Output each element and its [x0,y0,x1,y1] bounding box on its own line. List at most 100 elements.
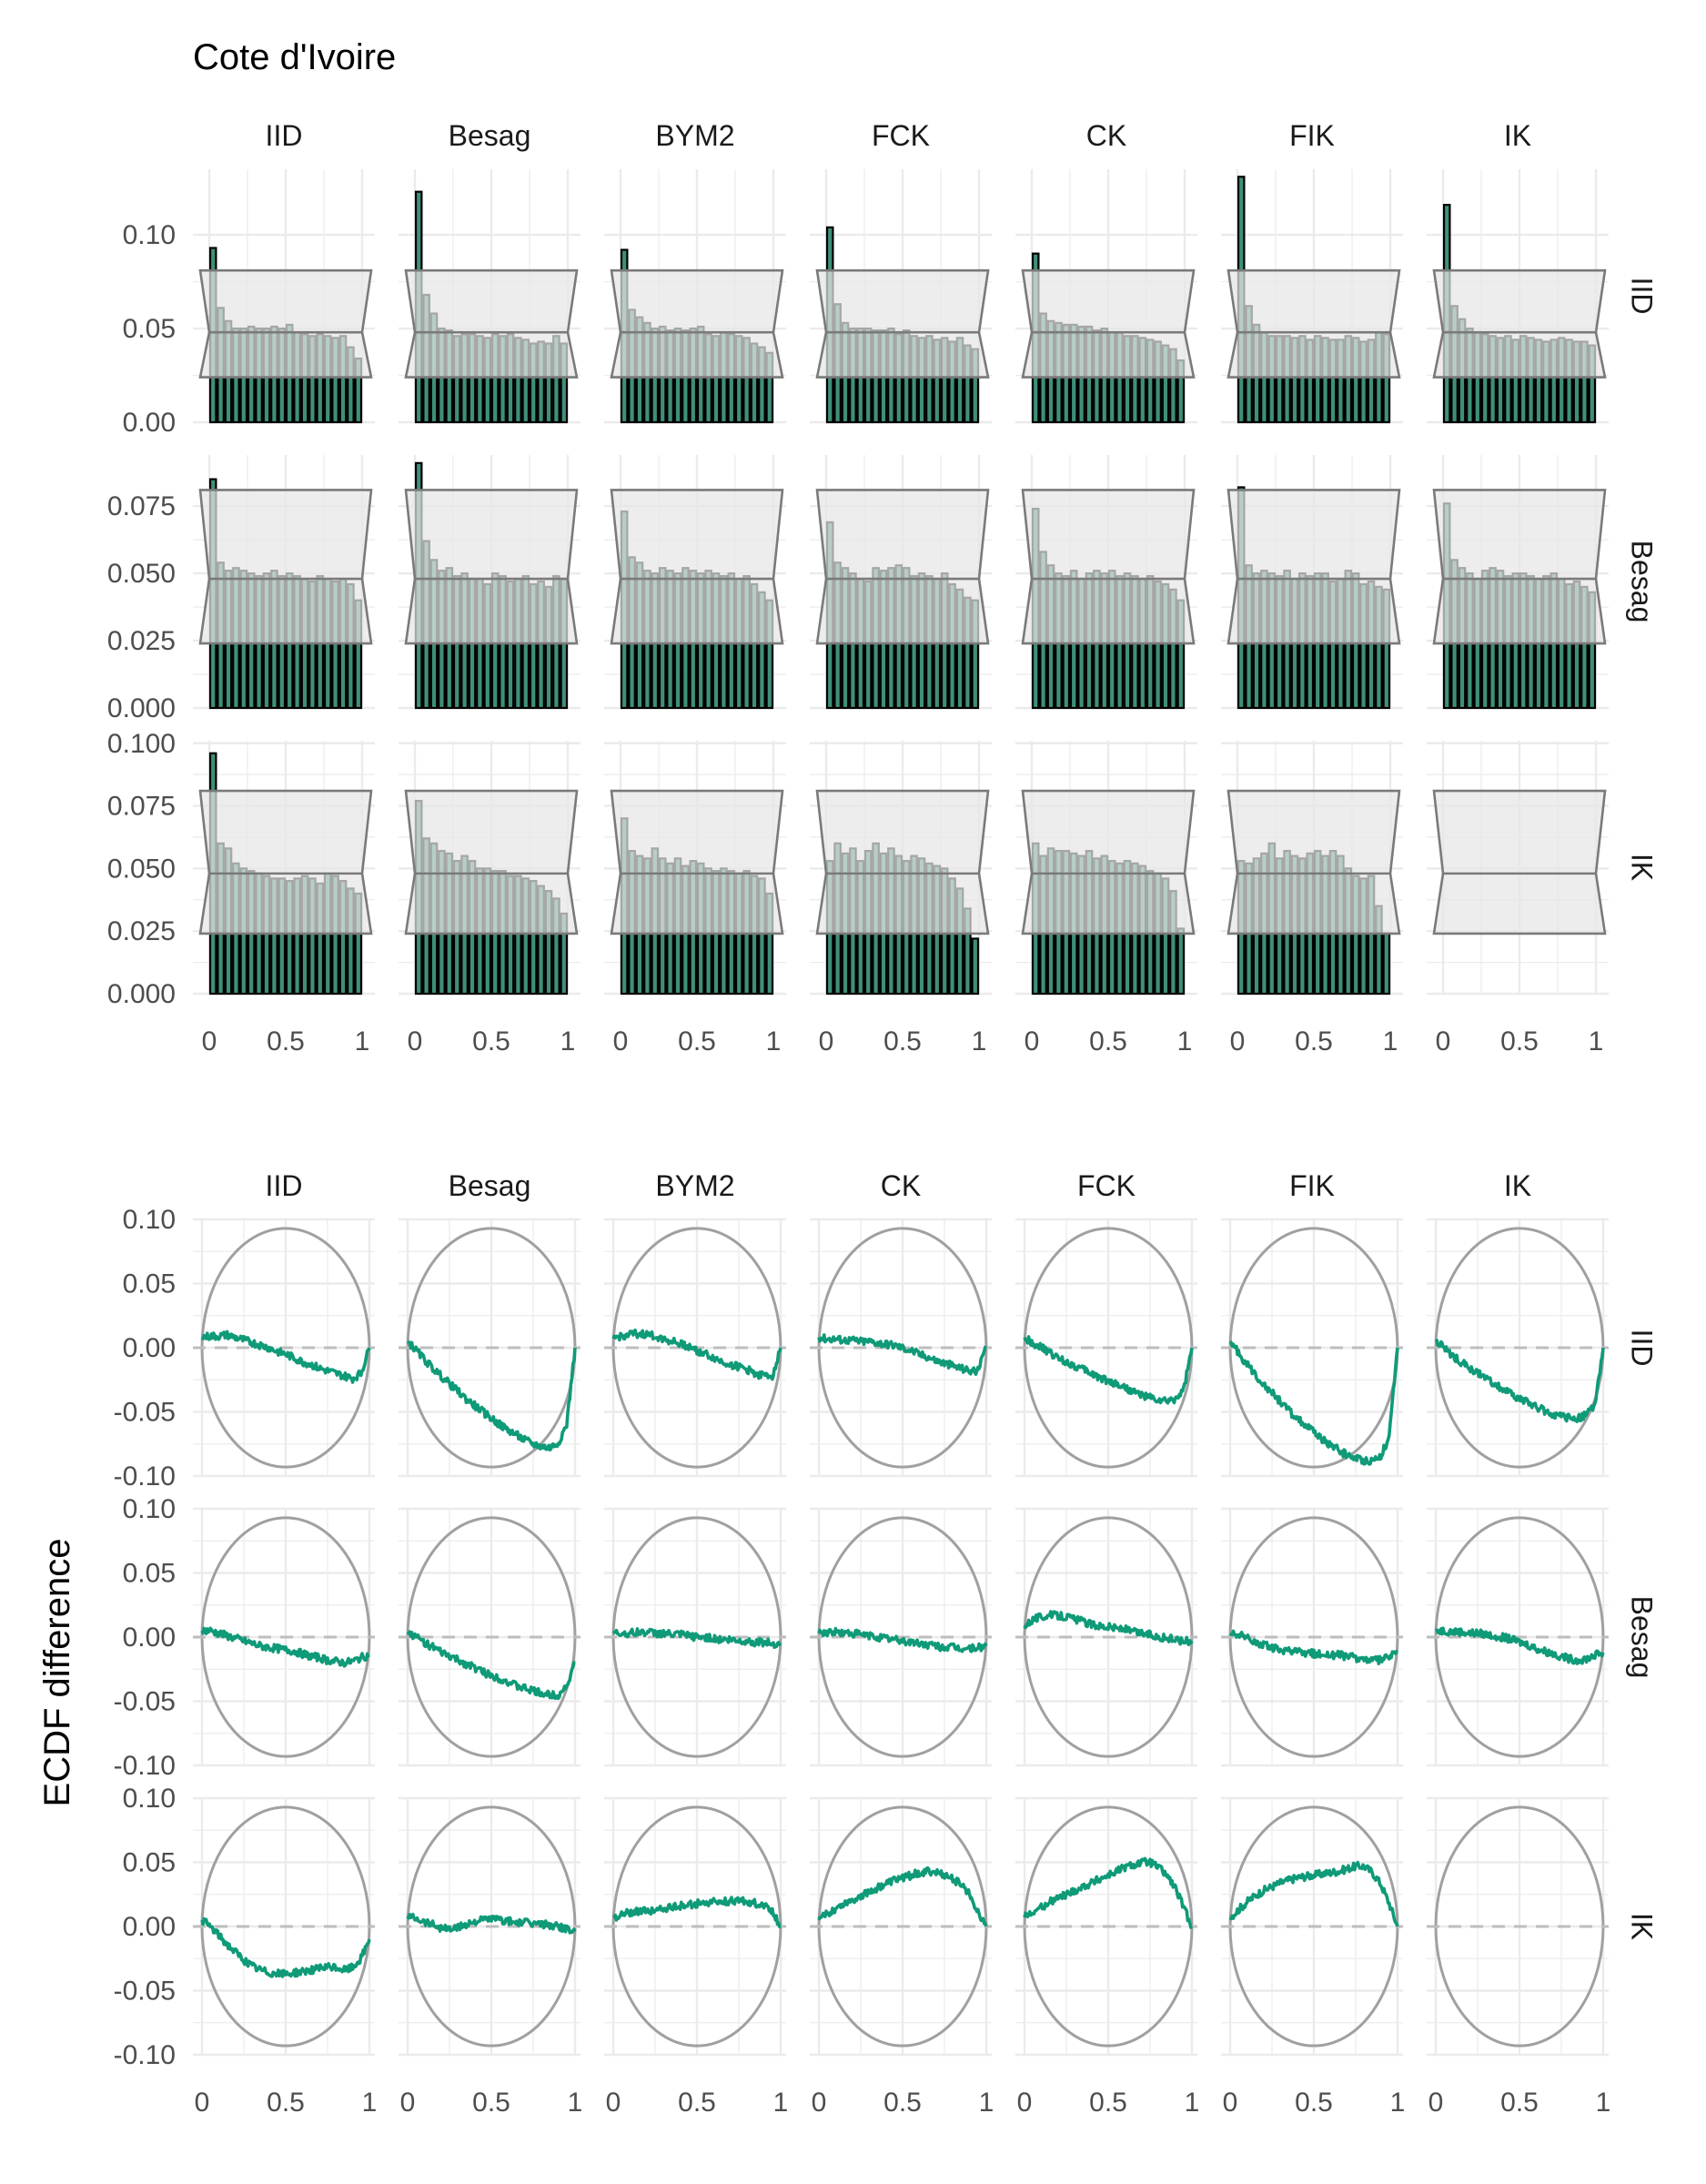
ecdf-line-besag-fik [1228,1629,1398,1665]
ecdf-col-strip-fck: FCK [1077,1169,1136,1202]
ecdf-line-iid-ik [1434,1339,1605,1423]
hist-panel-besag-bym2 [604,455,786,710]
hist-panel-iid-fck [810,169,992,424]
hist-row-strip-ik: IK [1626,854,1659,881]
hist-panel-iid-fik [1221,169,1403,424]
ecdf-col-strip-bym2: BYM2 [655,1169,734,1202]
hist-x-tick-label: 0 [408,1026,423,1057]
ecdf-panel-iid-ik [1427,1218,1609,1478]
ecdf-y-tick-label: -0.05 [114,1398,176,1428]
ecdf-line-ik-fik [1228,1860,1399,1927]
hist-x-tick-label: 0.5 [1089,1026,1127,1057]
ecdf-panel-besag-fik [1221,1507,1403,1767]
ecdf-y-tick-label: -0.10 [114,1751,176,1781]
hist-y-tick-label: 0.075 [107,792,176,822]
ecdf-line-ik-bym2 [612,1896,782,1929]
uniform-band [815,268,990,379]
ecdf-col-strip-iid: IID [266,1169,303,1202]
ecdf-panel-ik-iid [193,1796,375,2057]
ecdf-panel-besag-ck [810,1507,992,1767]
ecdf-facet-grid: IID Besag BYM2 CK FCK FIK IK IID 0.10 0.05 0.00 -0.… [114,1169,1659,2118]
ecdf-x-tick-label: 0.5 [472,2088,510,2118]
ecdf-x-tick-label: 0 [606,2088,621,2118]
ecdf-panel-besag-fck [1015,1507,1197,1767]
hist-y-tick-label: 0.025 [107,626,176,656]
hist-x-tick-label: 1 [1589,1026,1604,1057]
ecdf-y-tick-label: 0.00 [123,1333,176,1363]
hist-col-strip-iid: IID [266,119,303,152]
hist-x-tick-label: 0.5 [472,1026,510,1057]
uniform-band [404,789,579,935]
ecdf-y-tick-label: 0.10 [123,1205,176,1235]
ecdf-col-strip-ck: CK [881,1169,921,1202]
ecdf-panel-ik-ck [810,1796,992,2057]
ecdf-y-tick-label: -0.10 [114,2040,176,2070]
hist-x-tick-label: 0 [202,1026,217,1057]
ecdf-row-strip-iid: IID [1626,1330,1659,1367]
ecdf-line-besag-iid [200,1626,370,1668]
hist-y-tick-label: 0.000 [107,693,176,723]
hist-y-tick-label: 0.050 [107,559,176,589]
ecdf-x-tick-label: 1 [1596,2088,1611,2118]
hist-x-tick-label: 1 [560,1026,576,1057]
hist-panel-ik-fik [1221,741,1403,996]
hist-x-tick-label: 0 [1230,1026,1246,1057]
hist-x-tick-label: 0 [819,1026,834,1057]
uniform-band [1432,789,1607,935]
ecdf-x-tick-label: 1 [979,2088,994,2118]
hist-panel-besag-besag [399,455,580,710]
ecdf-col-strip-ik: IK [1504,1169,1531,1202]
uniform-band [1021,789,1196,935]
ecdf-col-strip-fik: FIK [1289,1169,1335,1202]
hist-bar [1176,927,1186,996]
hist-panel-iid-ik [1427,169,1609,424]
ecdf-line-ik-ck [817,1866,988,1927]
ecdf-line-ik-fck [1023,1856,1194,1929]
hist-y-tick-label: 0.100 [107,729,176,759]
hist-x-tick-label: 0 [1025,1026,1040,1057]
ecdf-y-tick-label: -0.10 [114,1461,176,1491]
ecdf-x-tick-label: 0 [1017,2088,1033,2118]
ecdf-line-iid-bym2 [611,1329,782,1381]
uniform-band [1432,268,1607,379]
ecdf-panel-ik-bym2 [604,1796,786,2057]
hist-col-strip-ik: IK [1504,119,1531,152]
ecdf-panel-iid-fik [1221,1218,1403,1478]
ecdf-x-tick-label: 0 [812,2088,827,2118]
hist-x-tick-label: 0.5 [678,1026,716,1057]
ecdf-line-besag-ik [1434,1626,1605,1665]
ecdf-panel-ik-fik [1221,1796,1403,2057]
uniform-band [198,268,373,379]
ecdf-row-strip-ik: IK [1626,1913,1659,1940]
uniform-band [1021,268,1196,379]
uniform-band [1227,268,1401,379]
uniform-band [198,789,373,935]
ecdf-panel-besag-iid [193,1507,375,1767]
uniform-band [1227,489,1401,645]
hist-panel-besag-ik [1427,455,1609,710]
hist-x-tick-label: 1 [766,1026,782,1057]
ecdf-line-iid-besag [406,1340,577,1452]
hist-panel-besag-fik [1221,455,1403,710]
hist-x-tick-label: 0.5 [267,1026,305,1057]
hist-x-tick-label: 0.5 [883,1026,922,1057]
uniform-band [1021,489,1196,645]
ecdf-y-tick-label: 0.00 [123,1623,176,1653]
ecdf-panel-ik-fck [1015,1796,1197,2057]
hist-x-tick-label: 0 [1436,1026,1451,1057]
ecdf-y-axis-label: ECDF difference [37,1539,77,1807]
hist-col-strip-fck: FCK [872,119,930,152]
ecdf-line-iid-ck [817,1333,987,1376]
ecdf-line-besag-fck [1023,1610,1194,1647]
hist-y-tick-label: 0.000 [107,979,176,1009]
ecdf-x-tick-label: 0 [195,2088,210,2118]
uniform-band [404,489,579,645]
ecdf-panel-iid-ck [810,1218,992,1478]
ecdf-x-tick-label: 1 [1185,2088,1200,2118]
hist-row-strip-iid: IID [1626,278,1659,315]
ecdf-x-tick-label: 1 [773,2088,789,2118]
hist-y-tick-label: 0.10 [123,220,176,250]
ecdf-y-tick-label: 0.05 [123,1848,176,1878]
hist-panel-besag-fck [810,455,992,710]
hist-panel-iid-bym2 [604,169,786,424]
